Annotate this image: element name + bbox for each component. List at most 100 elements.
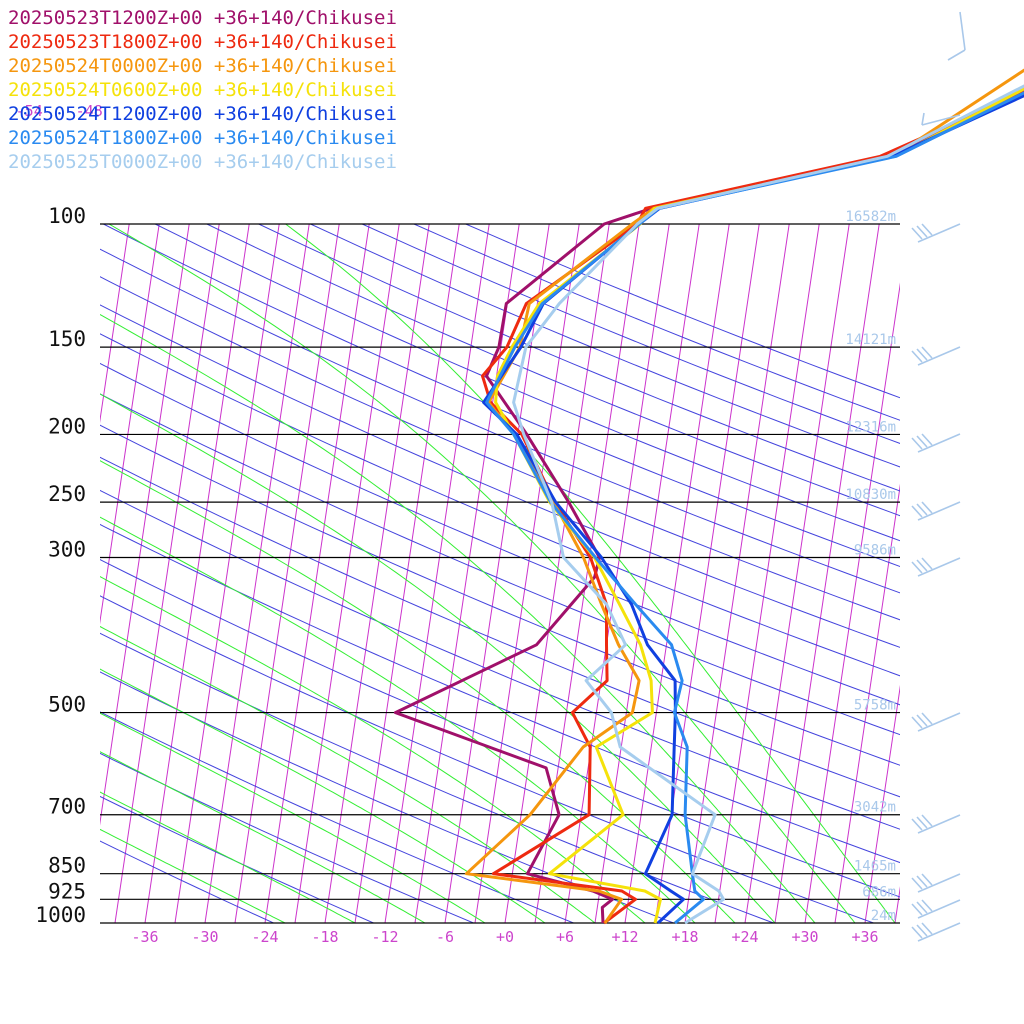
height-label: 5758m bbox=[854, 698, 896, 714]
legend-entry: 20250525T0000Z+00 +36+140/Chikusei bbox=[8, 151, 397, 173]
isotherm-line bbox=[474, 224, 580, 923]
temperature-tick-label: -18 bbox=[311, 928, 338, 946]
pressure-label: 1000 bbox=[35, 903, 86, 927]
legend-entry: 20250524T0600Z+00 +36+140/Chikusei bbox=[8, 79, 397, 101]
dry-adiabat-line bbox=[100, 523, 900, 864]
pressure-label: 500 bbox=[48, 693, 86, 717]
moist-adiabat-line bbox=[100, 460, 736, 923]
dry-adiabat-line bbox=[100, 304, 900, 648]
legend-entry: 20250523T1200Z+00 +36+140/Chikusei bbox=[8, 7, 397, 29]
height-label: 14121m bbox=[845, 332, 896, 348]
dry-adiabat-line bbox=[100, 333, 900, 677]
pressure-label: 250 bbox=[48, 482, 86, 506]
temperature-tick-label: +24 bbox=[731, 928, 758, 946]
temperature-tick-label: -36 bbox=[131, 928, 158, 946]
dry-adiabat-line bbox=[100, 489, 900, 830]
pressure-label: 150 bbox=[48, 327, 86, 351]
isotherm-line bbox=[264, 224, 370, 923]
height-label: 9586m bbox=[854, 543, 896, 559]
wind-barb bbox=[911, 557, 961, 577]
isotherm-line bbox=[324, 224, 430, 923]
temperature-tick-label: +36 bbox=[851, 928, 878, 946]
dry-adiabat-line bbox=[100, 393, 900, 736]
temperature-tick-label: +18 bbox=[671, 928, 698, 946]
isotherm-line bbox=[234, 224, 340, 923]
wind-barb bbox=[911, 899, 961, 919]
wind-barb bbox=[921, 112, 961, 126]
dry-adiabat-line bbox=[100, 595, 874, 923]
isotherm-line bbox=[204, 224, 310, 923]
sounding-lines bbox=[393, 68, 1024, 925]
upper-isotherm-label: -54 bbox=[16, 102, 43, 120]
wind-barb bbox=[947, 11, 966, 61]
isotherm-line bbox=[294, 224, 400, 923]
temperature-tick-label: -24 bbox=[251, 928, 278, 946]
dry-adiabats bbox=[100, 224, 900, 923]
isotherm-line bbox=[564, 224, 670, 923]
isotherm-line bbox=[714, 224, 820, 923]
legend-entry: 20250523T1800Z+00 +36+140/Chikusei bbox=[8, 31, 397, 53]
legend-entry: 20250524T1800Z+00 +36+140/Chikusei bbox=[8, 127, 397, 149]
wind-barb bbox=[911, 712, 961, 732]
pressure-label: 100 bbox=[48, 204, 86, 228]
isotherm-line bbox=[174, 224, 280, 923]
sounding-line bbox=[494, 87, 1024, 924]
dry-adiabat-line bbox=[465, 224, 900, 399]
height-labels: 16582m 14121m 12316m 10830m 9586m 5758m 3042m 1… bbox=[845, 209, 896, 924]
isotherm-line bbox=[354, 224, 460, 923]
isotherm-line bbox=[534, 224, 640, 923]
dry-adiabat-line bbox=[100, 752, 474, 923]
dry-adiabat-line bbox=[100, 424, 900, 766]
dry-adiabat-line bbox=[310, 224, 900, 468]
temperature-tick-label: +12 bbox=[611, 928, 638, 946]
wind-barb bbox=[911, 223, 961, 243]
dry-adiabat-line bbox=[100, 711, 574, 923]
theta-label: 410 bbox=[0, 206, 13, 222]
isotherm-line bbox=[384, 224, 490, 923]
dry-adiabat-line bbox=[206, 224, 900, 517]
isotherm-line bbox=[834, 483, 900, 923]
isotherm-line bbox=[100, 224, 130, 424]
isotherm-line bbox=[0, 224, 39, 923]
dry-adiabat-line bbox=[100, 632, 774, 923]
dry-adiabat-line bbox=[361, 224, 900, 444]
isotherm-line bbox=[114, 224, 220, 923]
isotherm-line bbox=[684, 224, 790, 923]
isotherm-line bbox=[744, 224, 850, 923]
isotherm-line bbox=[100, 224, 190, 826]
theta-labels: 310320330340350360370380390400410 bbox=[0, 206, 13, 222]
moist-adiabat-line bbox=[100, 393, 776, 923]
dry-adiabat-line bbox=[100, 795, 374, 923]
isotherm-line bbox=[894, 886, 900, 923]
moist-adiabat-line bbox=[100, 828, 286, 923]
isotherm-line bbox=[444, 224, 550, 923]
temperature-axis: -36 -30 -24 -18 -12 -6 +0 +6 +12 +18 +24 +30 +36 bbox=[131, 928, 878, 946]
isotherm-line bbox=[144, 224, 250, 923]
upper-isotherm-label: -48 bbox=[76, 102, 103, 120]
legend: 20250523T1200Z+00 +36+140/Chikusei202505… bbox=[8, 7, 397, 173]
isotherm-line bbox=[100, 224, 160, 625]
isotherm-line bbox=[624, 224, 730, 923]
upper-isotherm-labels: -66-60-54-48 bbox=[16, 102, 103, 120]
dry-adiabat-line bbox=[154, 224, 900, 542]
isotherm-line bbox=[774, 224, 880, 923]
dry-adiabat-line bbox=[100, 671, 674, 923]
height-label: 3042m bbox=[854, 800, 896, 816]
wind-barb bbox=[911, 922, 961, 942]
pressure-label: 850 bbox=[48, 854, 86, 878]
legend-entry: 20250524T0000Z+00 +36+140/Chikusei bbox=[8, 55, 397, 77]
temperature-tick-label: +30 bbox=[791, 928, 818, 946]
temperature-tick-label: -30 bbox=[191, 928, 218, 946]
dry-adiabat-line bbox=[258, 224, 900, 492]
temperature-tick-label: +0 bbox=[496, 928, 514, 946]
wind-barb bbox=[911, 501, 961, 521]
isotherm-line bbox=[804, 282, 900, 923]
isotherm-line bbox=[594, 224, 700, 923]
height-label: 12316m bbox=[845, 419, 896, 435]
temperature-tick-label: -12 bbox=[371, 928, 398, 946]
isotherm-line bbox=[955, 224, 1024, 923]
dry-adiabat-line bbox=[103, 224, 900, 568]
dry-adiabat-line bbox=[100, 276, 900, 621]
